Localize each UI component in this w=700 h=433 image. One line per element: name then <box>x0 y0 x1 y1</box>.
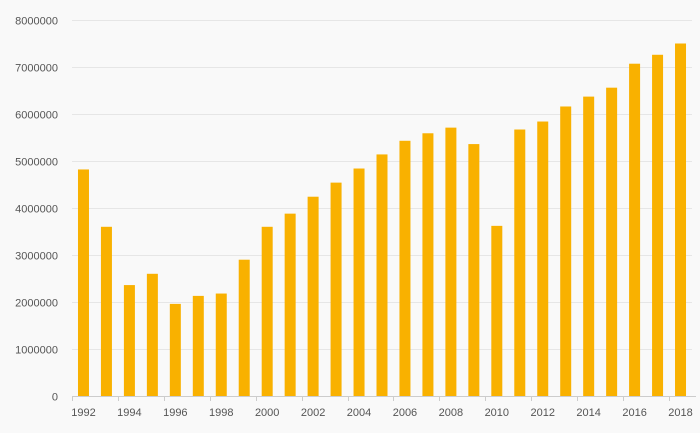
x-tick-label: 1996 <box>163 407 187 419</box>
y-tick-label: 5000000 <box>15 157 58 169</box>
x-tick-label: 2010 <box>485 407 509 419</box>
bar-1993 <box>100 226 112 396</box>
y-tick-label: 0 <box>52 392 58 404</box>
x-tick-label: 2002 <box>301 407 325 419</box>
x-tick-label: 2014 <box>576 407 600 419</box>
x-tick-labels: 1992 1994 1996 1998 2000 2002 2004 2006 2008 2010… <box>71 407 693 419</box>
bar-2004 <box>353 168 365 396</box>
x-tick-label: 2016 <box>622 407 646 419</box>
bar-1994 <box>123 285 135 396</box>
bar-2008 <box>445 127 457 396</box>
y-tick-label: 1000000 <box>15 345 58 357</box>
y-tick-labels: 0 1000000 2000000 3000000 4000000 5000000 6000… <box>15 16 58 404</box>
x-tick-label: 1992 <box>71 407 95 419</box>
bar-2001 <box>284 213 296 396</box>
bar-2010 <box>491 225 503 396</box>
bar-1998 <box>215 293 227 396</box>
x-tick-label: 2008 <box>439 407 463 419</box>
bar-2003 <box>330 182 342 396</box>
bar-2002 <box>307 196 319 396</box>
y-tick-label: 3000000 <box>15 251 58 263</box>
bars <box>77 43 687 397</box>
bar-2016 <box>629 63 641 397</box>
bar-1995 <box>146 273 158 396</box>
bar-2006 <box>399 140 411 396</box>
y-tick-label: 6000000 <box>15 110 58 122</box>
x-tick-label: 2004 <box>347 407 371 419</box>
bar-2013 <box>560 106 572 396</box>
bar-1992 <box>77 169 89 396</box>
bar-2011 <box>514 129 526 396</box>
y-tick-label: 7000000 <box>15 63 58 75</box>
axes <box>72 396 696 401</box>
x-tick-label: 2006 <box>393 407 417 419</box>
bar-2014 <box>583 96 595 397</box>
bar-1997 <box>192 295 204 396</box>
y-tick-label: 8000000 <box>15 16 58 28</box>
bar-1999 <box>238 259 250 396</box>
x-tick-label: 2018 <box>668 407 692 419</box>
x-tick-label: 2000 <box>255 407 279 419</box>
bar-2007 <box>422 133 434 396</box>
bar-2005 <box>376 154 388 396</box>
x-tick-label: 2012 <box>530 407 554 419</box>
bar-2000 <box>261 226 273 396</box>
bar-2017 <box>652 54 664 396</box>
bar-2009 <box>468 144 480 396</box>
y-tick-label: 2000000 <box>15 298 58 310</box>
bar-2015 <box>606 87 618 397</box>
bar-1996 <box>169 303 181 396</box>
x-tick-label: 1994 <box>117 407 141 419</box>
bar-2018 <box>675 43 687 396</box>
bar-2012 <box>537 121 549 397</box>
y-tick-label: 4000000 <box>15 204 58 216</box>
x-tick-label: 1998 <box>209 407 233 419</box>
